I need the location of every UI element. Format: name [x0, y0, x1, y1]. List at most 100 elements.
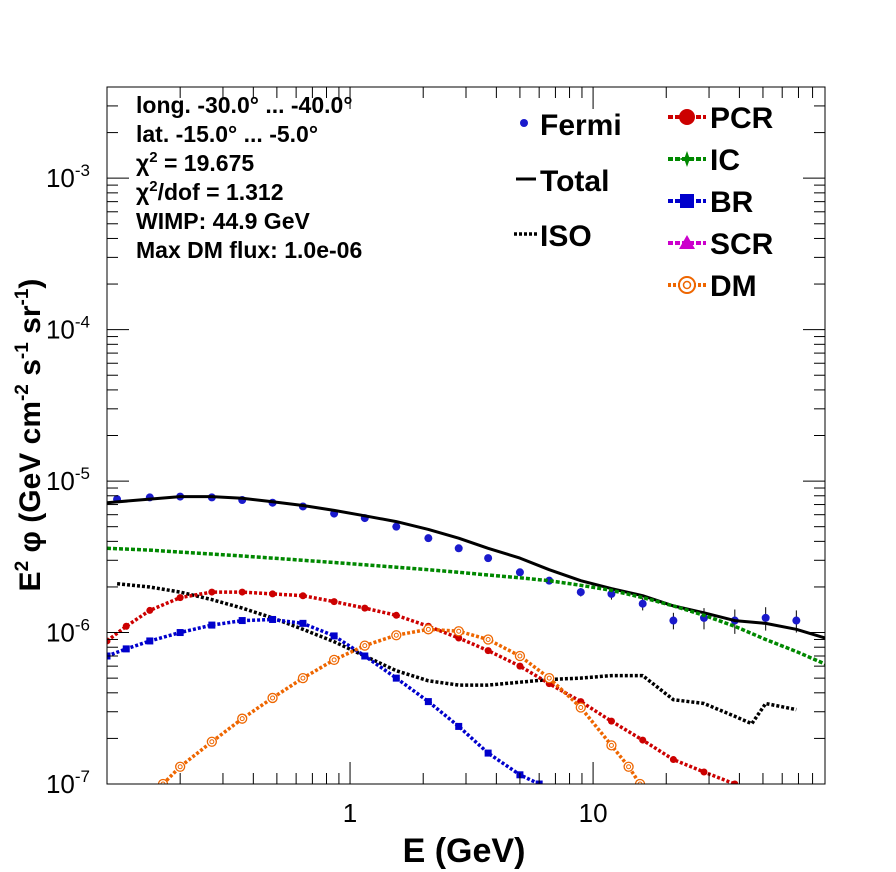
dm-marker: [206, 736, 217, 747]
pcr-marker: [731, 780, 739, 784]
dm-marker: [623, 761, 634, 772]
br-marker: [361, 652, 369, 660]
y-tick-label: 10-7: [46, 767, 90, 799]
dm-marker: [157, 778, 169, 784]
fermi-point: [607, 589, 616, 598]
x-tick-label: 1: [343, 798, 357, 828]
fermi-point: [576, 588, 585, 597]
fit-info-line: WIMP: 44.9 GeV: [136, 208, 310, 234]
legend-item-pcr: PCR: [668, 102, 774, 135]
pcr-marker: [455, 634, 463, 642]
pcr-marker: [122, 622, 130, 630]
legend-label: IC: [710, 144, 740, 177]
y-tick-label: 10-5: [46, 464, 90, 496]
pcr-marker: [607, 717, 615, 725]
dm-marker: [482, 634, 494, 645]
legend-marker: [679, 235, 695, 249]
fermi-point: [761, 613, 770, 622]
fermi-point: [638, 599, 647, 608]
legend-item-dm: DM: [668, 270, 757, 303]
dm-marker: [391, 630, 402, 641]
br-marker: [484, 749, 492, 757]
dm-marker: [175, 761, 186, 772]
series-pcr: [107, 588, 739, 784]
br-marker: [330, 632, 338, 640]
legend-item-br: BR: [668, 186, 754, 219]
y-tick-label: 10-3: [46, 161, 90, 193]
dm-marker: [606, 740, 617, 751]
pcr-marker: [392, 611, 400, 619]
legend-item-ic: IC: [668, 144, 740, 177]
series-dm: [157, 624, 646, 784]
fit-info-line: lat. -15.0° ... -5.0°: [136, 121, 318, 147]
legend-marker-inner: [682, 280, 692, 290]
fit-info-line: Max DM flux: 1.0e-06: [136, 237, 362, 263]
iso-line: [116, 581, 797, 726]
br-marker: [299, 619, 307, 627]
legend-marker: [679, 109, 695, 125]
legend-item-iso: ISO: [514, 220, 592, 253]
legend: Fermi Total ISO PCR IC BR SCR DM: [514, 102, 774, 303]
pcr-marker: [516, 662, 524, 670]
pcr-marker: [330, 598, 338, 606]
legend-label: ISO: [540, 220, 592, 253]
y-tick-label: 10-6: [46, 616, 90, 648]
fermi-point: [484, 554, 493, 563]
pcr-marker: [639, 736, 647, 744]
legend-marker: [679, 151, 695, 167]
legend-label: Fermi: [540, 109, 622, 142]
fermi-point: [454, 544, 463, 553]
legend-item-fermi: Fermi: [520, 109, 622, 142]
dm-marker: [453, 626, 464, 637]
legend-label: DM: [710, 270, 757, 303]
pcr-marker: [669, 756, 677, 764]
br-marker: [238, 617, 246, 625]
legend-label: SCR: [710, 228, 774, 261]
br-marker: [455, 722, 463, 730]
legend-marker: [520, 119, 528, 127]
br-marker: [122, 645, 130, 653]
dm-marker: [634, 778, 646, 784]
fit-info-line: χ2/dof = 1.312: [136, 178, 284, 205]
fermi-point: [424, 534, 433, 543]
br-marker: [392, 674, 400, 682]
pcr-marker: [484, 647, 492, 655]
series-iso: [116, 581, 797, 726]
legend-marker: [678, 276, 696, 294]
pcr-marker: [176, 594, 184, 602]
fit-info-line: χ2 = 19.675: [136, 149, 254, 176]
dm-line: [161, 627, 642, 784]
fermi-point: [792, 616, 801, 625]
legend-label: PCR: [710, 102, 774, 135]
x-tick-label: 10: [579, 798, 608, 828]
ic-line: [107, 546, 825, 666]
pcr-marker: [361, 604, 369, 612]
legend-marker: [680, 194, 694, 208]
pcr-marker: [208, 588, 216, 596]
pcr-marker: [238, 588, 246, 596]
pcr-marker: [299, 592, 307, 600]
fermi-point: [392, 522, 401, 531]
dm-marker: [423, 624, 434, 635]
pcr-marker: [269, 590, 277, 598]
legend-item-total: Total: [516, 165, 609, 198]
dm-marker: [359, 640, 370, 651]
dm-marker: [297, 672, 309, 684]
fermi-point: [669, 616, 678, 625]
legend-item-scr: SCR: [668, 228, 774, 261]
dm-marker: [237, 713, 248, 724]
fermi-point: [515, 568, 524, 577]
total-line: [107, 495, 825, 640]
dm-marker: [544, 672, 555, 684]
series-ic: [107, 546, 825, 666]
series-total: [107, 495, 825, 640]
br-line: [107, 617, 540, 784]
dm-marker: [328, 654, 340, 666]
fit-info-line: long. -30.0° ... -40.0°: [136, 92, 353, 118]
dm-marker: [514, 650, 526, 662]
br-marker: [208, 621, 216, 629]
br-marker: [424, 698, 432, 706]
br-marker: [146, 637, 154, 645]
br-marker: [269, 615, 277, 623]
